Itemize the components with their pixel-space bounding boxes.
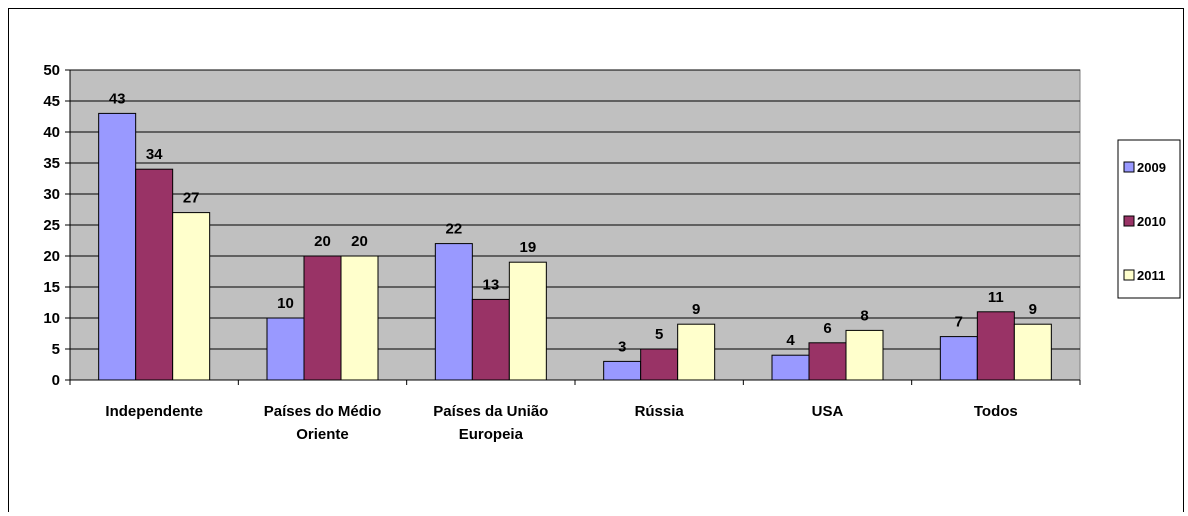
data-label: 27 — [183, 190, 200, 207]
x-tick-label: Independente — [105, 403, 203, 420]
bar-2011 — [508, 261, 547, 381]
data-label: 8 — [860, 307, 868, 324]
data-label: 19 — [519, 239, 536, 256]
bar-2010 — [471, 298, 510, 381]
data-label: 11 — [988, 289, 1004, 306]
bar-2011 — [845, 329, 884, 381]
x-tick-label: Oriente — [296, 426, 349, 443]
y-tick-label: 35 — [43, 155, 60, 172]
data-label: 43 — [109, 90, 126, 107]
bar-2011 — [340, 255, 379, 381]
data-label: 9 — [1029, 301, 1037, 318]
y-tick-label: 15 — [43, 279, 60, 296]
data-label: 9 — [692, 301, 700, 318]
data-label: 20 — [314, 233, 331, 250]
bar-2009 — [603, 360, 642, 381]
x-tick-label: Europeia — [459, 426, 524, 443]
legend-label: 2011 — [1137, 268, 1165, 283]
data-label: 20 — [351, 233, 368, 250]
bar-2009 — [98, 112, 137, 381]
legend-label: 2010 — [1137, 214, 1166, 229]
bar-2010 — [808, 342, 847, 381]
bar-2009 — [939, 336, 978, 381]
bar-2010 — [976, 311, 1015, 381]
data-label: 3 — [618, 338, 626, 355]
x-tick-label: Países do Médio — [264, 403, 382, 420]
x-tick-label: Países da União — [433, 403, 548, 420]
x-tick-label: Rússia — [635, 403, 685, 420]
y-tick-label: 45 — [43, 93, 60, 110]
bar-2011 — [1013, 323, 1052, 381]
legend-swatch-2011 — [1123, 269, 1135, 281]
bar-2010 — [640, 348, 679, 381]
data-label: 5 — [655, 326, 663, 343]
y-tick-label: 20 — [43, 248, 60, 265]
bar-2010 — [303, 255, 342, 381]
data-label: 10 — [277, 295, 294, 312]
bar-2009 — [771, 354, 810, 381]
y-tick-label: 25 — [43, 217, 60, 234]
y-tick-label: 5 — [52, 341, 60, 358]
y-tick-label: 30 — [43, 186, 60, 203]
y-tick-label: 0 — [52, 372, 60, 389]
x-tick-label: USA — [812, 403, 844, 420]
data-label: 22 — [445, 221, 462, 238]
bar-2011 — [677, 323, 716, 381]
legend-swatch-2009 — [1123, 161, 1135, 173]
data-label: 13 — [482, 276, 499, 293]
data-label: 6 — [823, 320, 831, 337]
x-tick-label: Todos — [974, 403, 1018, 420]
bar-2011 — [172, 212, 211, 381]
y-tick-label: 50 — [43, 62, 60, 79]
data-label: 7 — [955, 314, 963, 331]
data-label: 34 — [146, 146, 163, 163]
legend-label: 2009 — [1137, 160, 1166, 175]
legend-swatch-2010 — [1123, 215, 1135, 227]
bar-2009 — [434, 243, 473, 381]
data-label: 4 — [786, 332, 795, 349]
bar-2010 — [135, 168, 174, 381]
y-tick-label: 40 — [43, 124, 60, 141]
bar-2009 — [266, 317, 305, 381]
y-tick-label: 10 — [43, 310, 60, 327]
